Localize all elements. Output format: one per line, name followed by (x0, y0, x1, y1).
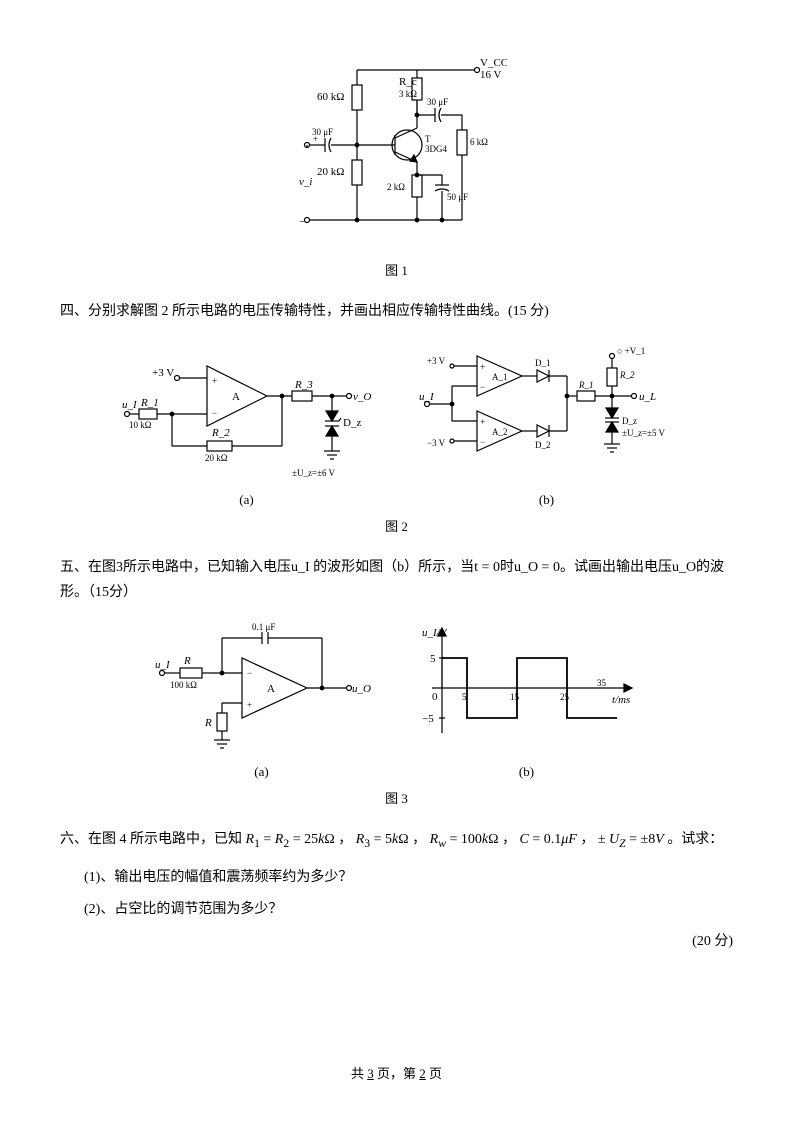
figure-3a: A − + R 100 kΩ u_I 0.1 μF u_O R (a) (152, 618, 372, 780)
figure-3-container: A − + R 100 kΩ u_I 0.1 μF u_O R (a) (60, 618, 733, 780)
fig2b-ul: u_L (639, 391, 656, 403)
fig2a-r1: R_1 (140, 397, 159, 409)
fig1-t: T (425, 134, 431, 144)
fig2b-vp: +3 V (427, 356, 446, 366)
figure-3-label: 图 3 (60, 788, 733, 807)
fig1-rl: 6 kΩ (470, 137, 488, 147)
fig3b-y0: 0 (432, 691, 438, 703)
svg-text:−: − (480, 382, 485, 392)
fig2a-uz: ±U_z=±6 V (292, 468, 336, 478)
fig3a-r: R (183, 655, 191, 667)
svg-text:+: + (313, 134, 318, 144)
figure-2-label: 图 2 (60, 516, 733, 535)
fig2a-ui: u_I (122, 399, 138, 411)
page-footer: 共 3 页，第 2 页 (0, 1063, 793, 1082)
svg-text:+: + (247, 700, 252, 710)
fig2b-d1: D_1 (535, 358, 551, 368)
svg-text:−: − (212, 408, 217, 418)
fig2b-d2: D_2 (535, 440, 551, 450)
fig2a-dz: D_z (343, 417, 361, 429)
fig1-re: 2 kΩ (387, 182, 405, 192)
fig1-rc-val: 3 kΩ (399, 89, 417, 99)
fig3a-rv: 100 kΩ (170, 680, 197, 690)
fig2b-a2: A_2 (492, 427, 508, 437)
fig2a-r3: R_3 (294, 379, 313, 391)
fig1-vcc: V_CC (480, 57, 507, 69)
fig2b-ui: u_I (419, 391, 435, 403)
fig3b-label: (b) (412, 764, 642, 780)
fig3b-y5: 5 (430, 653, 436, 665)
fig3b-x35: 35 (597, 678, 607, 688)
fig1-ce: 50 μF (447, 192, 468, 202)
fig3b-ym5: −5 (422, 713, 434, 725)
fig2a-r2v: 20 kΩ (205, 453, 228, 463)
fig2b-vcc: ○ +V_1 (617, 346, 645, 356)
svg-text:−: − (480, 437, 485, 447)
svg-text:+: + (480, 417, 485, 427)
fig2b-a1: A_1 (492, 372, 508, 382)
fig2b-r2: R_2 (619, 370, 635, 380)
question-4-text: 四、分别求解图 2 所示电路的电压传输特性，并画出相应传输特性曲线。(15 分) (60, 299, 733, 324)
figure-2-container: +3 V A + − R_1 u_I 10 kΩ R_2 20 kΩ R_3 v… (60, 336, 733, 508)
fig2b-label: (b) (417, 492, 677, 508)
fig1-ttype: 3DG4 (425, 144, 447, 154)
fig3a-r2: R (204, 717, 212, 729)
fig2a-vplus: +3 V (152, 367, 174, 379)
fig3b-x5: 5 (462, 692, 467, 702)
fig3b-x15: 15 (510, 692, 520, 702)
figure-2a: +3 V A + − R_1 u_I 10 kΩ R_2 20 kΩ R_3 v… (117, 336, 377, 508)
fig2a-opamp: A (232, 391, 240, 403)
fig2a-r1v: 10 kΩ (129, 420, 152, 430)
fig2b-dz: D_z (622, 416, 637, 426)
svg-text:−: − (247, 668, 252, 678)
fig1-rc: R_c (399, 76, 417, 88)
svg-text:+: + (480, 362, 485, 372)
fig1-r2: 20 kΩ (317, 166, 344, 178)
fig1-vi: v_i (299, 176, 312, 188)
fig2b-r1: R_1 (578, 380, 594, 390)
fig3a-uo: u_O (352, 683, 371, 695)
fig3b-x25: 25 (560, 692, 570, 702)
fig2b-uz: ±U_z=±5 V (622, 428, 666, 438)
fig2b-vm: −3 V (427, 438, 446, 448)
fig3b-xlabel: t/ms (612, 694, 630, 706)
question-5-text: 五、在图3所示电路中，已知输入电压u_I 的波形如图（b）所示，当t = 0时u… (60, 555, 733, 605)
figure-3b: u_I/V t/ms 5 0 −5 5 15 25 35 (b) (412, 618, 642, 780)
fig2a-r2: R_2 (211, 427, 230, 439)
fig3a-ui: u_I (155, 659, 171, 671)
fig1-c2: 30 μF (427, 97, 448, 107)
figure-1-circuit: V_CC 16 V 60 kΩ 20 kΩ R_c 3 kΩ 2 kΩ 6 kΩ… (287, 50, 507, 250)
question-6-sub2: (2)、占空比的调节范围为多少？ (84, 897, 733, 922)
fig1-r1: 60 kΩ (317, 91, 344, 103)
question-6-points: (20 分) (60, 930, 733, 950)
fig2a-uo: v_O (353, 391, 371, 403)
fig3a-opamp: A (267, 683, 275, 695)
question-6-text: 六、在图 4 所示电路中，已知 R1 = R2 = 25kΩ ， R3 = 5k… (60, 827, 733, 854)
figure-1-container: V_CC 16 V 60 kΩ 20 kΩ R_c 3 kΩ 2 kΩ 6 kΩ… (60, 50, 733, 250)
fig3a-label: (a) (152, 764, 372, 780)
question-6-sub1: (1)、输出电压的幅值和震荡频率约为多少？ (84, 865, 733, 890)
svg-text:−: − (299, 216, 305, 228)
fig1-vcc-val: 16 V (480, 69, 502, 81)
fig2a-label: (a) (117, 492, 377, 508)
svg-text:+: + (212, 376, 217, 386)
fig3a-c: 0.1 μF (252, 622, 275, 632)
figure-2b: +3 V −3 V A_1 A_2 + − + − u_I D_1 D_2 R_… (417, 336, 677, 508)
figure-1-label: 图 1 (60, 260, 733, 279)
fig3b-ylabel: u_I/V (422, 627, 448, 639)
